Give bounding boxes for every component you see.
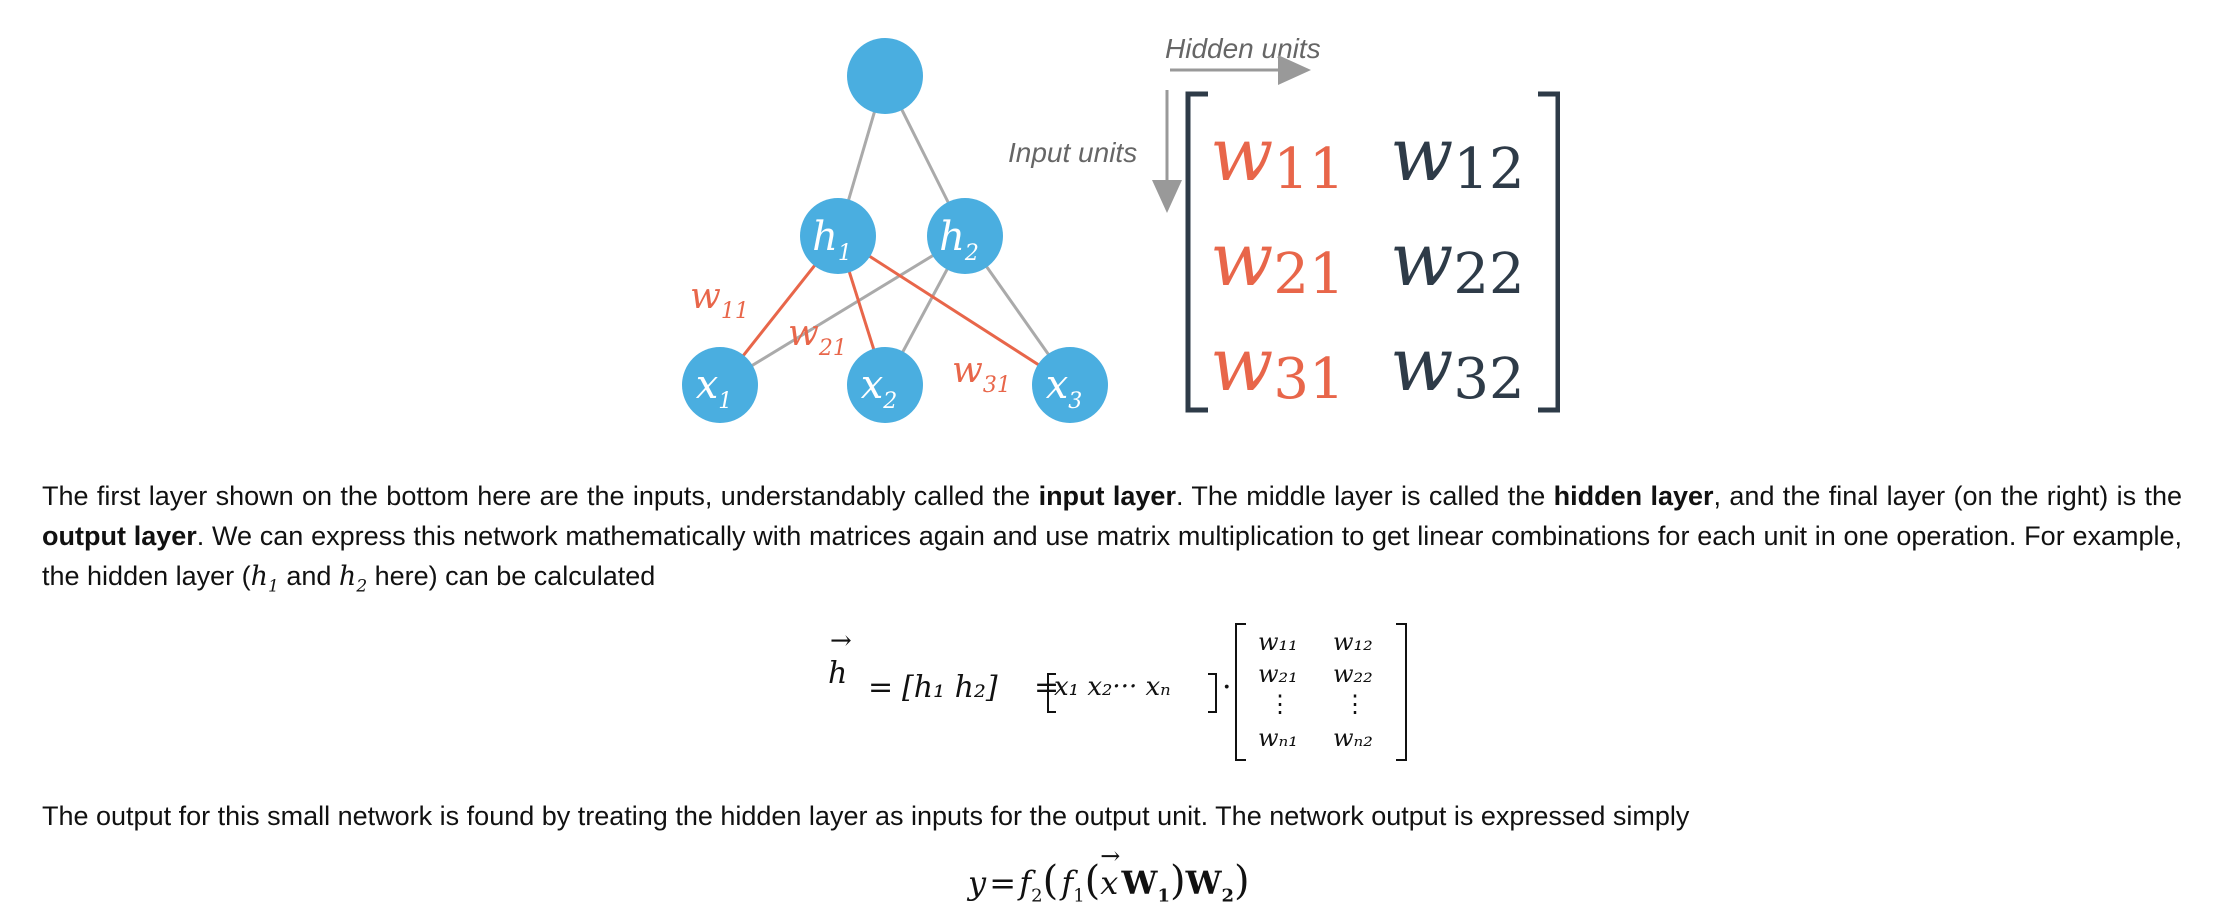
term-output-layer: output layer [42, 521, 197, 551]
node-x1-label: x1 [696, 362, 733, 414]
node-h2 [927, 198, 1003, 274]
output-node [847, 38, 923, 114]
eq1-m-w22: w₂₂ [1333, 660, 1373, 688]
node-x2 [847, 347, 923, 423]
eq1-m-w12: w₁₂ [1333, 628, 1373, 656]
node-x1 [682, 347, 758, 423]
network-diagram: h1 h2 x1 x2 x3 w11 w21 w31 Hidden units … [682, 33, 1561, 423]
paragraph-layers: The first layer shown on the bottom here… [42, 481, 2183, 597]
eq1-m-vdots-1: ⋮ [1268, 690, 1292, 718]
node-x3 [1032, 347, 1108, 423]
term-input-layer: input layer [1038, 481, 1176, 511]
matrix-w32: w32 [1390, 322, 1525, 412]
eq1-hidden-row: [h₁ h₂] [902, 670, 998, 705]
network-figure: h1 h2 x1 x2 x3 w11 w21 w31 Hidden units … [660, 10, 1561, 440]
eq1-matrix-brackets [1235, 623, 1407, 761]
matrix-w22: w22 [1390, 217, 1525, 307]
node-h1 [800, 198, 876, 274]
matrix-w12: w12 [1390, 112, 1525, 202]
eq1-m-w21: w₂₁ [1258, 660, 1298, 688]
term-hidden-layer: hidden layer [1553, 481, 1714, 511]
node-h2-label: h2 [939, 214, 979, 266]
edge-label-w21: w21 [788, 313, 847, 361]
input-units-label: Input units [1008, 137, 1137, 168]
eq1-m-wn2: wₙ₂ [1333, 724, 1373, 752]
hidden-units-label: Hidden units [1165, 33, 1321, 64]
edge-x1-h2 [719, 234, 966, 387]
eq1-dot: · [1222, 670, 1232, 705]
vector-arrow: → [830, 626, 852, 656]
node-x3-label: x3 [1046, 362, 1083, 414]
edge-label-w11: w11 [690, 276, 749, 324]
eq1-x-row: x₁ x₂··· xₙ [1054, 672, 1171, 702]
eq1-m-w11: w₁₁ [1258, 628, 1298, 656]
matrix-w31: w31 [1210, 322, 1345, 412]
matrix-right-bracket [1538, 91, 1561, 413]
equation-output: y = f2( f1(→ x W1)W2) [968, 842, 1250, 907]
edge-label-w31: w31 [952, 350, 1011, 398]
x-row-brackets [1047, 673, 1217, 713]
node-h1-label: h1 [812, 214, 852, 266]
eq1-equals-2: = [1034, 670, 1060, 705]
eq1-m-wn1: wₙ₁ [1258, 724, 1298, 752]
matrix-w21: w21 [1210, 217, 1345, 307]
edge-x3-h1 [837, 234, 1071, 387]
matrix-left-bracket [1185, 91, 1208, 413]
eq1-equals-1: = [868, 670, 894, 705]
eq1-lhs: h [828, 656, 848, 691]
matrix-w11: w11 [1210, 112, 1345, 202]
eq1-m-vdots-2: ⋮ [1343, 690, 1367, 718]
paragraph-output: The output for this small network is fou… [42, 801, 1690, 831]
node-x2-label: x2 [861, 362, 898, 414]
